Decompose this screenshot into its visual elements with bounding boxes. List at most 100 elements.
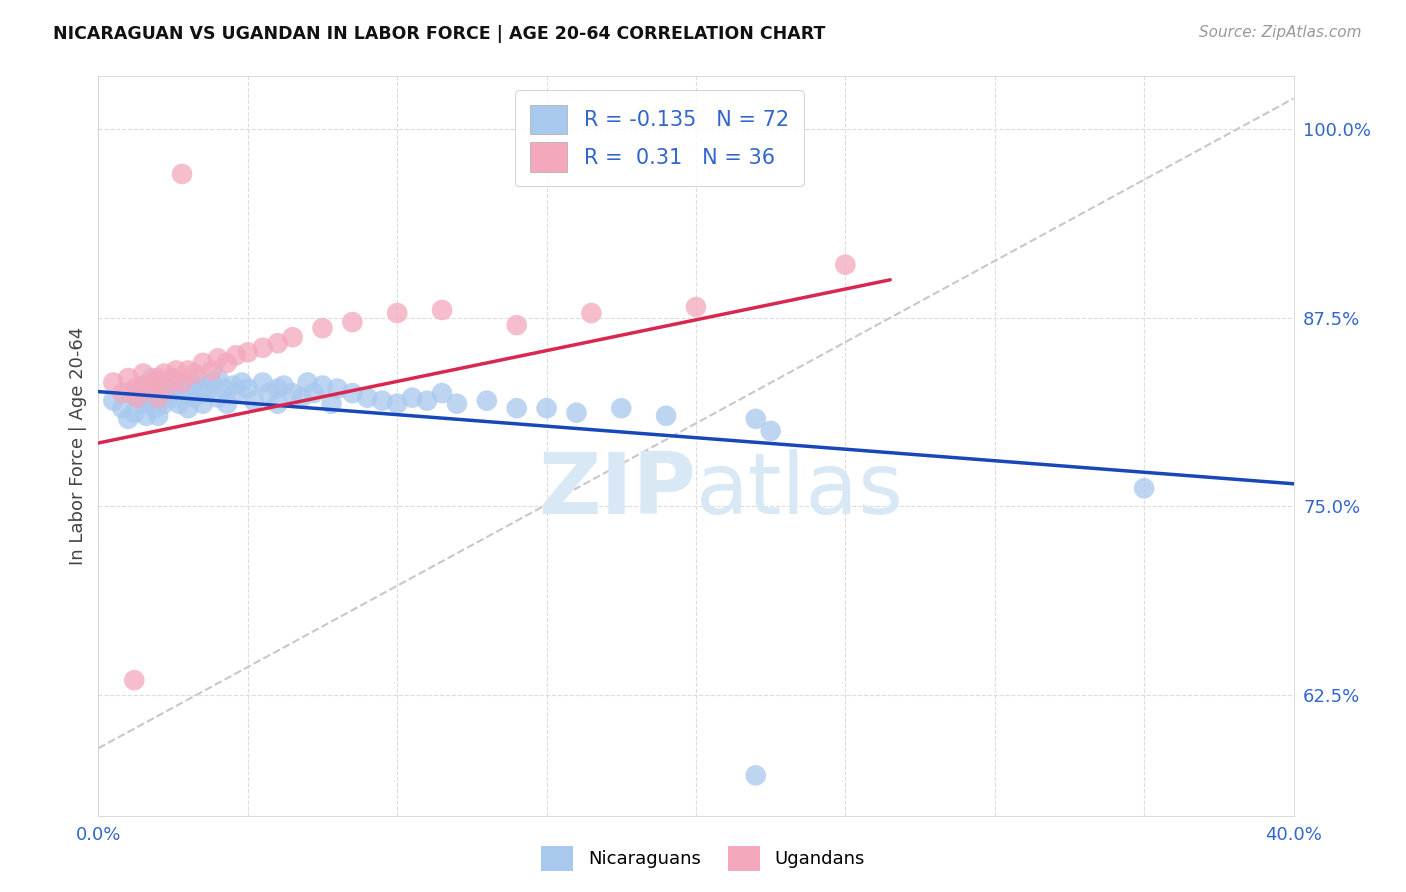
Point xyxy=(273,378,295,392)
Point xyxy=(565,406,588,420)
Point xyxy=(267,336,290,351)
Point xyxy=(215,397,238,411)
Point xyxy=(162,391,184,405)
Point xyxy=(745,412,768,426)
Point xyxy=(297,376,319,390)
Point xyxy=(103,376,125,390)
Point xyxy=(156,378,179,392)
Point xyxy=(143,401,166,416)
Point xyxy=(141,382,163,396)
Point xyxy=(311,321,333,335)
Point xyxy=(148,371,170,385)
Y-axis label: In Labor Force | Age 20-64: In Labor Force | Age 20-64 xyxy=(69,326,87,566)
Point xyxy=(156,386,179,401)
Point xyxy=(124,382,146,396)
Point xyxy=(124,673,146,688)
Point xyxy=(536,401,558,416)
Point xyxy=(430,303,453,318)
Point xyxy=(191,356,214,370)
Point xyxy=(401,391,423,405)
Point xyxy=(302,386,325,401)
Point xyxy=(231,376,253,390)
Point xyxy=(111,386,134,401)
Point xyxy=(162,371,184,385)
Point xyxy=(186,371,208,385)
Text: atlas: atlas xyxy=(696,449,904,532)
Point xyxy=(165,382,187,396)
Point xyxy=(153,397,176,411)
Point xyxy=(685,300,707,314)
Point xyxy=(243,393,266,408)
Point xyxy=(446,397,468,411)
Point xyxy=(117,371,139,385)
Point xyxy=(132,367,155,381)
Point xyxy=(281,330,304,344)
Point xyxy=(201,376,224,390)
Point xyxy=(103,393,125,408)
Point xyxy=(165,363,187,377)
Point xyxy=(321,397,343,411)
Legend: R = -0.135   N = 72, R =  0.31   N = 36: R = -0.135 N = 72, R = 0.31 N = 36 xyxy=(515,90,804,186)
Point xyxy=(183,367,205,381)
Point xyxy=(183,391,205,405)
Point xyxy=(172,376,194,390)
Point xyxy=(506,318,529,332)
Point xyxy=(201,363,224,377)
Point xyxy=(581,306,603,320)
Point xyxy=(124,406,146,420)
Point xyxy=(506,401,529,416)
Point xyxy=(342,386,364,401)
Point xyxy=(225,348,247,362)
Point xyxy=(177,363,200,377)
Point xyxy=(610,401,633,416)
Point xyxy=(135,409,157,423)
Point xyxy=(225,386,247,401)
Point xyxy=(127,391,149,405)
Text: Source: ZipAtlas.com: Source: ZipAtlas.com xyxy=(1198,25,1361,40)
Point xyxy=(236,382,259,396)
Point xyxy=(236,345,259,359)
Point xyxy=(311,378,333,392)
Point xyxy=(111,401,134,416)
Point xyxy=(257,386,280,401)
Point xyxy=(207,351,229,366)
Point xyxy=(385,397,409,411)
Point xyxy=(177,401,200,416)
Point xyxy=(117,412,139,426)
Point xyxy=(141,376,163,390)
Point xyxy=(127,391,149,405)
Text: ZIP: ZIP xyxy=(538,449,696,532)
Legend: Nicaraguans, Ugandans: Nicaraguans, Ugandans xyxy=(534,838,872,879)
Point xyxy=(430,386,453,401)
Point xyxy=(759,424,782,438)
Point xyxy=(475,393,498,408)
Point xyxy=(342,315,364,329)
Point xyxy=(267,397,290,411)
Point xyxy=(141,371,163,385)
Point xyxy=(191,397,214,411)
Point xyxy=(191,382,214,396)
Point xyxy=(326,382,349,396)
Point xyxy=(177,386,200,401)
Point xyxy=(153,367,176,381)
Text: NICARAGUAN VS UGANDAN IN LABOR FORCE | AGE 20-64 CORRELATION CHART: NICARAGUAN VS UGANDAN IN LABOR FORCE | A… xyxy=(53,25,825,43)
Point xyxy=(215,356,238,370)
Point xyxy=(252,341,274,355)
Point xyxy=(148,386,170,401)
Point xyxy=(150,393,173,408)
Point xyxy=(385,306,409,320)
Point xyxy=(356,391,378,405)
Point xyxy=(267,382,290,396)
Point xyxy=(162,371,184,385)
Point xyxy=(416,393,439,408)
Point xyxy=(212,382,235,396)
Point xyxy=(195,386,218,401)
Point xyxy=(834,258,856,272)
Point xyxy=(281,386,304,401)
Point xyxy=(291,391,314,405)
Point xyxy=(207,391,229,405)
Point xyxy=(148,409,170,423)
Point xyxy=(138,393,160,408)
Point xyxy=(252,376,274,390)
Point xyxy=(148,391,170,405)
